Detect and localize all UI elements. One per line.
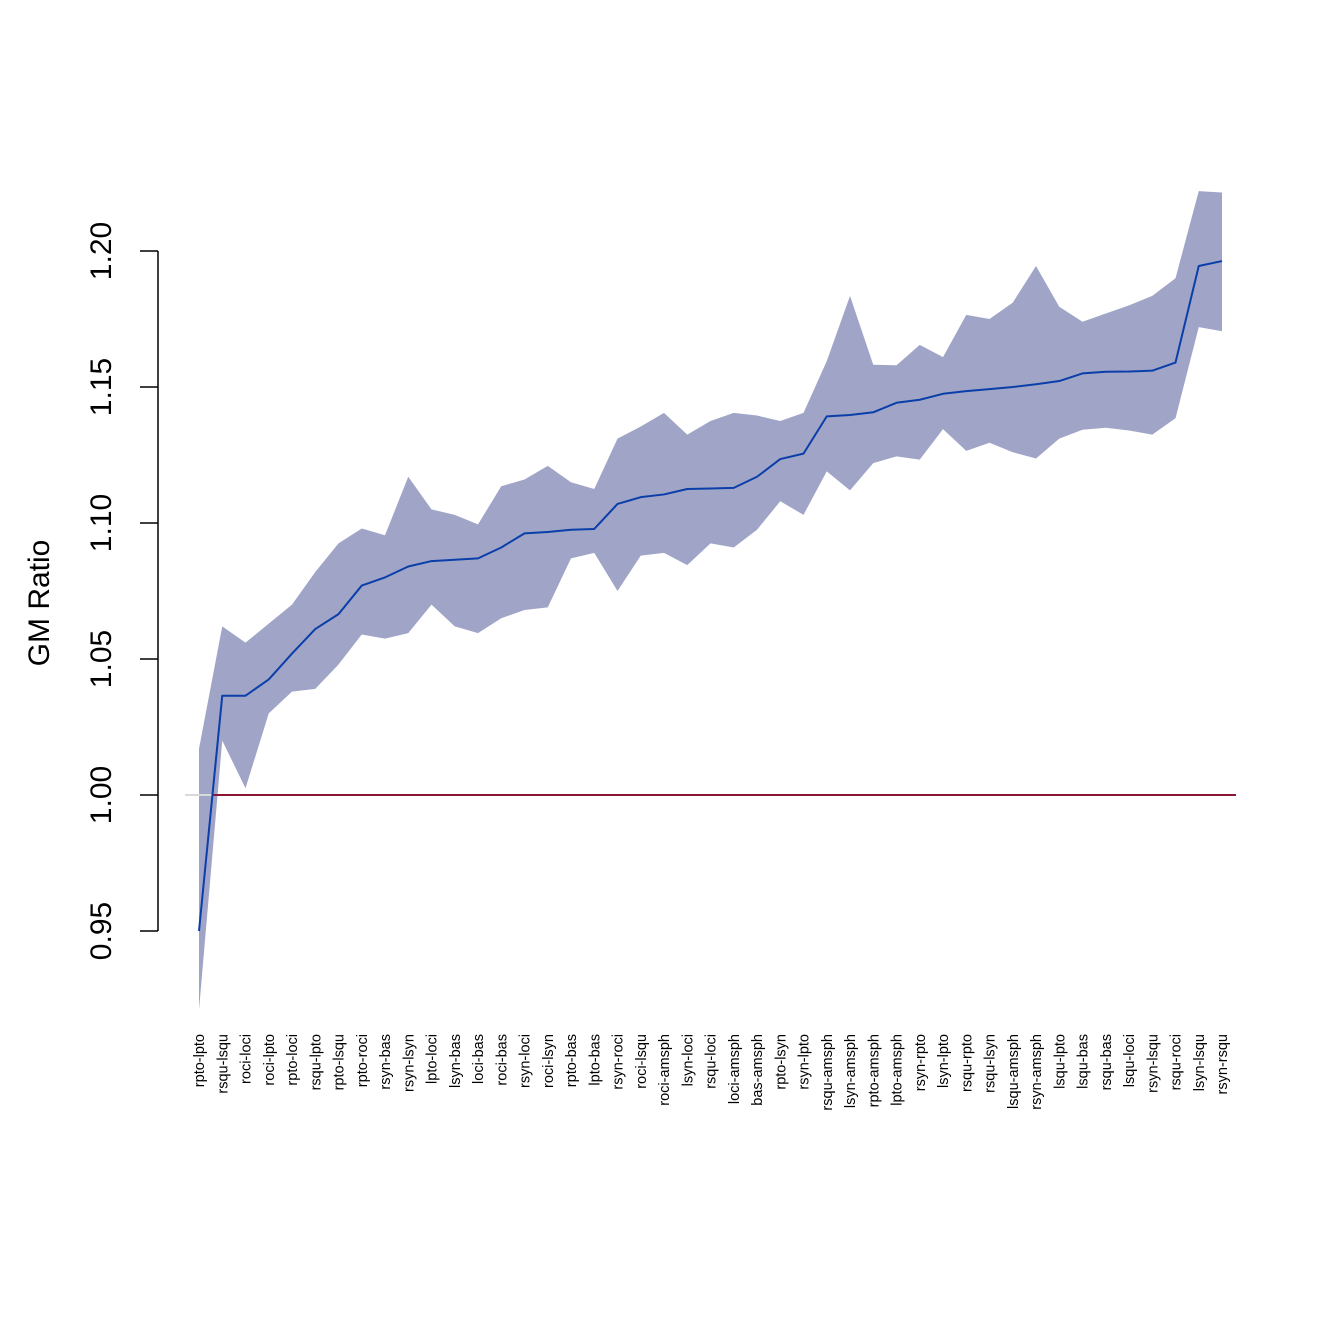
x-tick-label: roci-lsyn [541, 1034, 557, 1088]
x-tick-label: rsqu-loci [704, 1034, 720, 1089]
x-tick-label: loci-amsph [727, 1034, 743, 1104]
x-tick-label: lsyn-amsph [843, 1034, 859, 1108]
x-tick-label: rsqu-amsph [820, 1034, 836, 1111]
x-tick-label: roci-bas [494, 1034, 510, 1086]
x-tick-label: rsyn-lpto [797, 1034, 813, 1090]
x-tick-label: roci-amsph [657, 1034, 673, 1106]
x-tick-label: lsqu-bas [1076, 1034, 1092, 1089]
x-tick-label: rsqu-bas [1099, 1034, 1115, 1090]
y-tick-label: 1.20 [85, 222, 118, 280]
x-tick-label: rpto-roci [355, 1034, 371, 1087]
ratio-line-group [198, 260, 1223, 932]
x-tick-label: rsyn-roci [611, 1034, 627, 1090]
x-tick-label: rsyn-loci [518, 1034, 534, 1088]
x-tick-label: rpto-lsqu [332, 1034, 348, 1090]
y-tick-label: 1.05 [85, 630, 118, 688]
x-tick-label: lsyn-loci [680, 1034, 696, 1086]
x-tick-label: lsyn-bas [448, 1034, 464, 1088]
x-tick-label: rsyn-amsph [1029, 1034, 1045, 1110]
x-tick-label: lsyn-lpto [936, 1034, 952, 1088]
y-axis-label: GM Ratio [23, 540, 56, 667]
y-tick-label: 1.00 [85, 766, 118, 824]
y-tick-label: 0.95 [85, 902, 118, 960]
x-tick-label: lsqu-loci [1122, 1034, 1138, 1087]
x-tick-label: rpto-bas [564, 1034, 580, 1087]
x-tick-label: roci-loci [239, 1034, 255, 1084]
x-tick-label: lsqu-lpto [1052, 1034, 1068, 1089]
x-tick-label: lpto-loci [425, 1034, 441, 1084]
x-tick-label: roci-lsqu [634, 1034, 650, 1089]
x-tick-label: lpto-amsph [890, 1034, 906, 1106]
x-tick-label: lsqu-amsph [1006, 1034, 1022, 1109]
confidence-band-area [199, 191, 1222, 1010]
x-tick-label: rpto-lpto [192, 1034, 208, 1087]
x-tick-label: bas-amsph [750, 1034, 766, 1106]
x-tick-label: rpto-lsyn [773, 1034, 789, 1090]
y-tick-label: 1.15 [85, 358, 118, 416]
x-tick-label: lpto-bas [587, 1034, 603, 1086]
x-tick-label: rpto-loci [285, 1034, 301, 1086]
y-tick-label: 1.10 [85, 494, 118, 552]
confidence-band [199, 191, 1222, 1010]
x-tick-label: rsqu-lsyn [983, 1034, 999, 1093]
x-tick-label: roci-lpto [262, 1034, 278, 1086]
x-tick-label: rsyn-lsyn [401, 1034, 417, 1092]
x-tick-label: lsyn-lsqu [1192, 1034, 1208, 1091]
x-tick-label: rsyn-lsqu [1145, 1034, 1161, 1093]
x-tick-label: loci-bas [471, 1034, 487, 1084]
x-tick-label: rsyn-rsqu [1215, 1034, 1231, 1094]
x-tick-label: rsyn-bas [378, 1034, 394, 1090]
y-axis: 0.95 1.00 1.05 1.10 1.15 1.20 [85, 222, 159, 960]
x-axis-labels: rpto-lpto rsqu-lsqu roci-loci roci-lpto rpto… [192, 1034, 1231, 1111]
x-tick-label: rsqu-lpto [308, 1034, 324, 1090]
x-tick-label: rsqu-lsqu [215, 1034, 231, 1094]
x-tick-label: rsqu-roci [1169, 1034, 1185, 1090]
x-tick-label: rpto-amsph [866, 1034, 882, 1107]
x-tick-label: rsyn-rpto [913, 1034, 929, 1091]
x-tick-label: rsqu-rpto [959, 1034, 975, 1092]
